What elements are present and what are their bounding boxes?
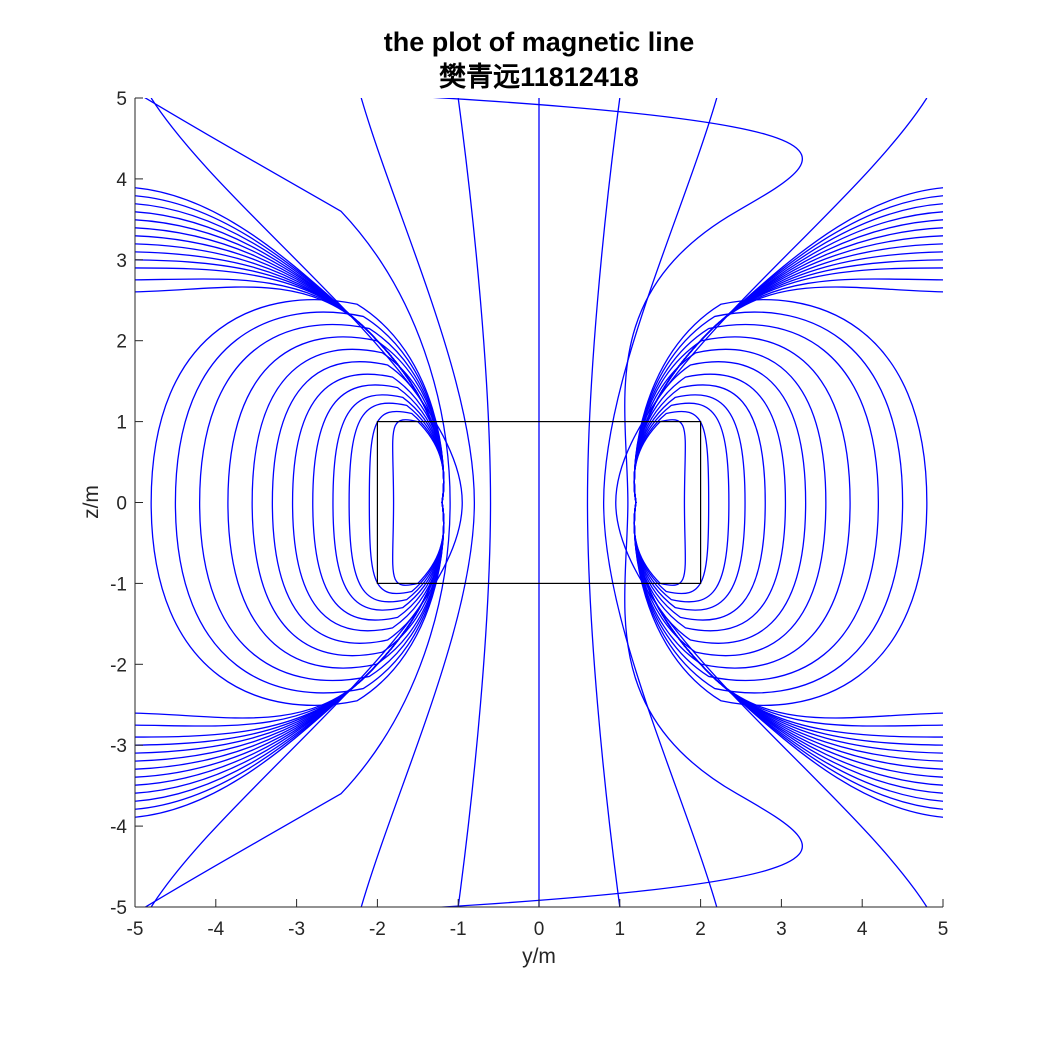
field-line-14 <box>135 267 445 738</box>
field-line-mirror-0 <box>633 419 686 586</box>
y-tick-label: 4 <box>116 170 127 191</box>
field-line-mirror-15 <box>633 259 943 746</box>
field-line-mirror-23 <box>633 195 943 810</box>
field-line-mirror-1 <box>633 410 710 595</box>
y-tick-label: -4 <box>110 817 127 838</box>
field-line-7 <box>251 348 445 657</box>
y-axis-label: z/m <box>80 485 103 519</box>
field-line-20 <box>135 219 445 786</box>
field-line-24 <box>135 187 445 818</box>
x-tick-label: 3 <box>776 919 787 940</box>
field-line-1 <box>368 410 445 595</box>
field-line-mirror-20 <box>633 219 943 786</box>
y-tick-label: 2 <box>116 332 127 353</box>
field-line-32 <box>615 98 928 907</box>
x-tick-label: 2 <box>695 919 706 940</box>
y-tick-label: 0 <box>116 494 127 515</box>
y-tick-label: -3 <box>110 736 127 757</box>
axes: -5 -4 -3 -2 -1 0 1 2 3 4 5 5 4 3 2 1 0 -1 -2 -3 -4 -5 <box>110 89 948 940</box>
field-line-11 <box>150 299 445 706</box>
field-line-30 <box>586 98 621 907</box>
field-line-mirror-8 <box>633 336 851 669</box>
field-line-9 <box>198 323 445 682</box>
field-line-19 <box>135 227 445 778</box>
field-line-mirror-14 <box>633 267 943 738</box>
field-line-mirror-6 <box>633 361 807 644</box>
field-line-25 <box>144 98 451 907</box>
field-line-23 <box>135 195 445 810</box>
field-line-mirror-7 <box>633 348 827 657</box>
field-line-27 <box>360 98 476 907</box>
x-tick-label: -1 <box>450 919 467 940</box>
y-tick-label: -1 <box>110 574 127 595</box>
field-line-mirror-11 <box>633 299 928 706</box>
field-line-mirror-12 <box>633 286 943 719</box>
field-line-33 <box>432 98 804 907</box>
field-line-mirror-17 <box>633 243 943 762</box>
field-line-13 <box>135 278 445 727</box>
x-tick-label: 0 <box>534 919 545 940</box>
field-line-5 <box>291 373 445 632</box>
field-line-3 <box>332 394 445 611</box>
y-tick-label: 3 <box>116 251 127 272</box>
overlay <box>376 421 702 585</box>
x-tick-label: -3 <box>288 919 305 940</box>
y-tick-label: 1 <box>116 413 127 434</box>
field-line-10 <box>174 311 445 694</box>
field-line-mirror-13 <box>633 278 943 727</box>
field-line-2 <box>348 402 445 603</box>
field-line-mirror-22 <box>633 203 943 802</box>
x-tick-label: 4 <box>857 919 868 940</box>
field-line-4 <box>312 384 445 621</box>
x-tick-label: -2 <box>369 919 386 940</box>
field-line-15 <box>135 259 445 746</box>
field-line-mirror-2 <box>633 402 730 603</box>
field-line-18 <box>135 235 445 770</box>
field-line-mirror-3 <box>633 394 746 611</box>
field-line-mirror-9 <box>633 323 880 682</box>
field-line-17 <box>135 243 445 762</box>
field-line-mirror-5 <box>633 373 787 632</box>
field-line-mirror-4 <box>633 384 766 621</box>
field-line-16 <box>135 251 445 754</box>
field-line-mirror-19 <box>633 227 943 778</box>
x-tick-label: -4 <box>207 919 224 940</box>
y-tick-label: -2 <box>110 655 127 676</box>
chart-title: the plot of magnetic line <box>383 27 695 57</box>
x-tick-label: 1 <box>615 919 626 940</box>
field-line-26 <box>150 98 463 907</box>
field-line-22 <box>135 203 445 802</box>
y-tick-label: 5 <box>116 89 127 110</box>
field-line-21 <box>135 211 445 794</box>
chart-subtitle: 樊青远11812418 <box>439 62 639 92</box>
x-axis-label: y/m <box>522 945 556 968</box>
field-line-28 <box>457 98 492 907</box>
field-line-12 <box>135 286 445 719</box>
field-line-6 <box>271 361 445 644</box>
field-line-8 <box>227 336 445 669</box>
field-line-mirror-10 <box>633 311 904 694</box>
field-line-0 <box>392 419 445 586</box>
field-line-mirror-21 <box>633 211 943 794</box>
y-tick-label: -5 <box>110 898 127 919</box>
field-line-31 <box>602 98 718 907</box>
field-line-mirror-18 <box>633 235 943 770</box>
field-line-mirror-24 <box>633 187 943 818</box>
x-tick-label: 5 <box>938 919 949 940</box>
source-rectangle <box>376 421 702 585</box>
field-lines <box>135 98 943 907</box>
field-line-mirror-16 <box>633 251 943 754</box>
x-tick-label: -5 <box>127 919 144 940</box>
